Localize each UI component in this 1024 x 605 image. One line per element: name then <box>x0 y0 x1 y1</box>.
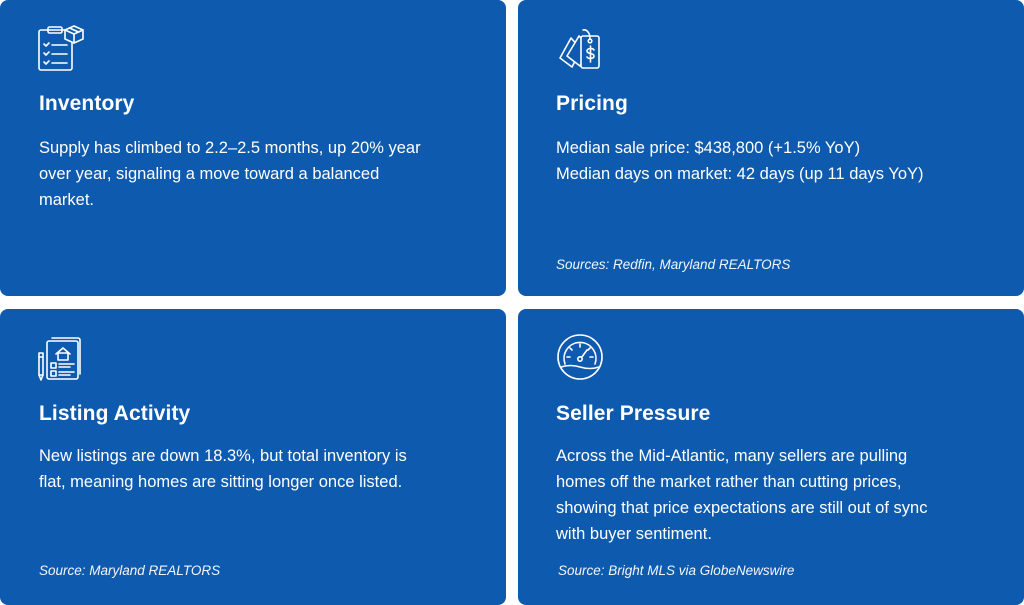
card-body-line: Across the Mid-Atlantic, many sellers ar… <box>556 447 908 465</box>
card-body: Supply has climbed to 2.2–2.5 months, up… <box>39 135 479 213</box>
pricing-card: Pricing Median sale price: $438,800 (+1.… <box>518 0 1024 296</box>
pressure-gauge-icon <box>556 333 606 383</box>
card-body: Across the Mid-Atlantic, many sellers ar… <box>556 443 996 547</box>
card-body-line: homes off the market rather than cutting… <box>556 473 902 491</box>
inventory-card: Inventory Supply has climbed to 2.2–2.5 … <box>0 0 506 296</box>
card-body-line: flat, meaning homes are sitting longer o… <box>39 473 403 491</box>
card-body-line: New listings are down 18.3%, but total i… <box>39 447 407 465</box>
card-source: Source: Bright MLS via GlobeNewswire <box>558 563 795 578</box>
card-title: Seller Pressure <box>556 402 711 425</box>
listing-document-house-icon <box>36 333 86 383</box>
price-tag-dollar-icon <box>556 24 606 74</box>
card-body-line: Median sale price: $438,800 (+1.5% YoY) <box>556 139 861 157</box>
card-title: Listing Activity <box>39 402 191 425</box>
card-body-line: market. <box>39 191 95 209</box>
listing-activity-card: Listing Activity New listings are down 1… <box>0 309 506 605</box>
card-source: Sources: Redfin, Maryland REALTORS <box>556 257 791 272</box>
card-body-line: showing that price expectations are stil… <box>556 499 928 517</box>
card-body: Median sale price: $438,800 (+1.5% YoY) … <box>556 135 996 187</box>
clipboard-checklist-box-icon <box>36 24 86 74</box>
card-body-line: with buyer sentiment. <box>556 525 712 543</box>
card-title: Pricing <box>556 92 628 115</box>
card-title: Inventory <box>39 92 135 115</box>
card-body-line: Supply has climbed to 2.2–2.5 months, up… <box>39 139 421 157</box>
card-source: Source: Maryland REALTORS <box>39 563 221 578</box>
card-body: New listings are down 18.3%, but total i… <box>39 443 479 495</box>
card-body-line: Median days on market: 42 days (up 11 da… <box>556 165 924 183</box>
card-body-line: over year, signaling a move toward a bal… <box>39 165 380 183</box>
seller-pressure-card: Seller Pressure Across the Mid-Atlantic,… <box>518 309 1024 605</box>
